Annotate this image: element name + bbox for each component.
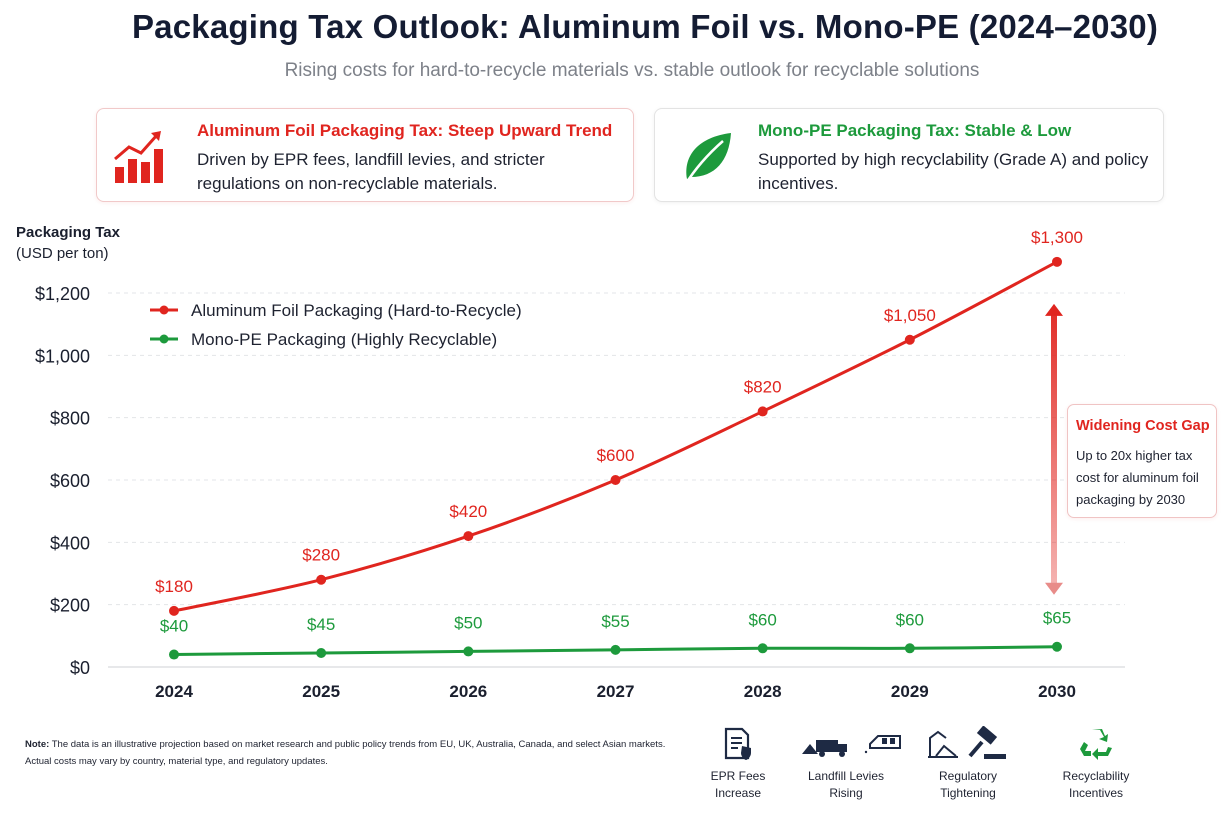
x-tick-label: 2025 [302,682,340,701]
aluminum-data-label: $1,300 [1031,228,1083,247]
aluminum-data-point [169,605,179,616]
aluminum-data-label: $180 [155,577,193,596]
legend-aluminum-label: Aluminum Foil Packaging (Hard-to-Recycle… [191,301,522,320]
footnote-text: The data is an illustrative projection b… [25,739,666,767]
leaf-icon [683,133,731,186]
y-tick-label: $1,200 [35,284,90,304]
cost-gap-arrow-head-up [1045,303,1063,316]
y-axis-title: Packaging Tax [16,224,120,241]
mono-pe-data-point [316,647,327,658]
landfill-truck-icon [802,735,901,757]
driver-regulatory-tightening-label: Regulatory Tightening [938,769,998,800]
x-tick-label: 2029 [891,682,929,701]
mono-pe-data-label: $40 [160,617,188,636]
x-tick-label: 2030 [1038,682,1076,701]
recycle-icon [1080,729,1112,760]
mono-pe-card-heading: Mono-PE Packaging Tax: Stable & Low [758,121,1072,140]
aluminum-data-point [1052,256,1062,267]
aluminum-data-point [904,334,915,345]
driver-epr-fees: EPR Fees Increase [700,726,776,802]
footnote-label: Note: [25,739,50,750]
y-tick-label: $800 [50,409,90,429]
aluminum-data-label: $1,050 [884,306,936,325]
y-tick-label: $600 [50,471,90,491]
aluminum-card-heading: Aluminum Foil Packaging Tax: Steep Upwar… [197,121,613,140]
y-tick-label: $200 [50,596,90,616]
mono-pe-card-body: Supported by high recyclability (Grade A… [758,150,1149,193]
mono-pe-summary-card: Mono-PE Packaging Tax: Stable & Low Supp… [654,108,1164,202]
aluminum-data-label: $280 [302,546,340,565]
legend-aluminum-marker [159,305,169,315]
aluminum-data-point [463,531,474,542]
legend-mono-pe-marker [159,334,169,344]
driver-recyclability-incentives-label: Recyclability Incentives [1062,769,1130,800]
mono-pe-data-label: $50 [454,613,482,632]
mono-pe-data-point [610,644,621,655]
page-title: Packaging Tax Outlook: Aluminum Foil vs.… [131,8,1159,45]
driver-regulatory-tightening: Regulatory Tightening [926,726,1010,802]
mono-pe-data-label: $65 [1043,609,1071,628]
x-tick-label: 2028 [744,682,782,701]
driver-landfill-levies: Landfill Levies Rising [800,726,901,802]
x-tick-label: 2026 [449,682,487,701]
legend-mono-pe-label: Mono-PE Packaging (Highly Recyclable) [191,330,497,349]
cost-gap-arrow-shaft [1051,313,1057,585]
aluminum-data-point [316,574,327,585]
y-tick-label: $400 [50,533,90,553]
mono-pe-data-label: $60 [896,610,924,629]
mono-pe-data-point [1052,641,1062,652]
y-tick-label: $1,000 [35,346,90,366]
aluminum-data-point [757,406,768,417]
mono-pe-data-point [463,646,474,657]
mono-pe-data-label: $45 [307,615,335,634]
aluminum-data-label: $600 [597,446,635,465]
aluminum-data-label: $820 [744,377,782,396]
driver-landfill-levies-label: Landfill Levies Rising [807,769,885,800]
x-tick-label: 2024 [155,682,193,701]
cost-gap-title: Widening Cost Gap [1076,418,1210,434]
cost-gap-arrow-head-down [1045,582,1063,595]
rising-bar-chart-icon [114,131,163,183]
aluminum-data-point [610,475,621,485]
driver-epr-fees-label: EPR Fees Increase [710,769,766,800]
cost-gap-text: Up to 20x higher tax cost for aluminum f… [1076,448,1199,507]
mono-pe-data-label: $55 [601,612,629,631]
page-subtitle: Rising costs for hard-to-recycle materia… [284,60,980,81]
cost-gap-callout: Widening Cost Gap Up to 20x higher tax c… [1067,404,1217,518]
mono-pe-data-point [904,643,915,654]
aluminum-summary-card: Aluminum Foil Packaging Tax: Steep Upwar… [96,108,634,202]
y-axis-unit: (USD per ton) [16,245,109,262]
mono-pe-data-point [757,643,768,654]
mono-pe-data-label: $60 [748,610,776,629]
gavel-icon [928,726,1006,759]
aluminum-data-label: $420 [449,502,487,521]
document-shield-icon [724,727,751,760]
mono-pe-data-point [169,649,179,660]
x-tick-label: 2027 [597,682,635,701]
aluminum-card-body: Driven by EPR fees, landfill levies, and… [197,150,545,193]
footnote: Note: The data is an illustrative projec… [25,736,690,770]
driver-recyclability-incentives: Recyclability Incentives [1056,726,1136,802]
y-tick-label: $0 [70,658,90,678]
